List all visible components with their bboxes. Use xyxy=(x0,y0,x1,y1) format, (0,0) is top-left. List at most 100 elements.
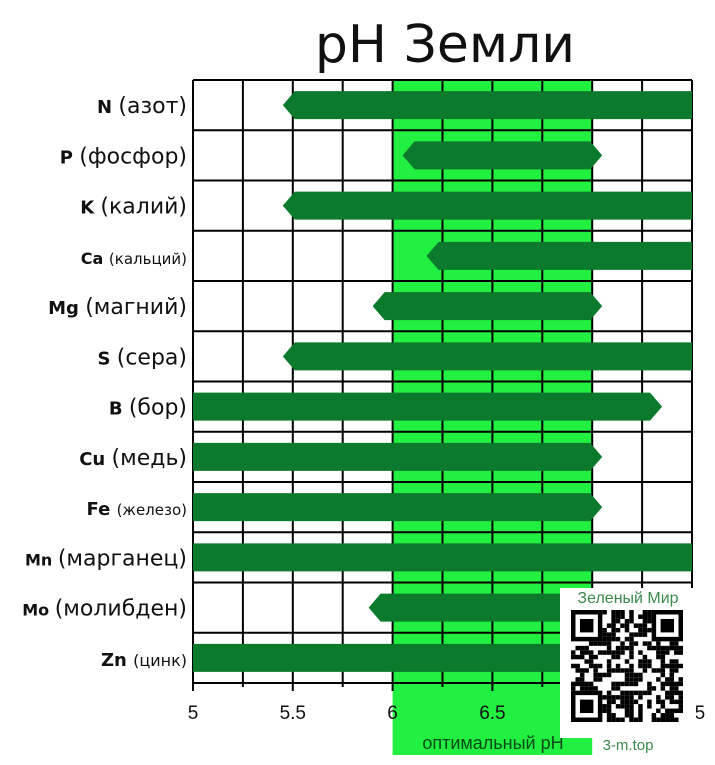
qr-module xyxy=(674,699,679,705)
qr-module xyxy=(575,668,580,673)
qr-module xyxy=(579,668,585,673)
qr-module xyxy=(593,677,598,682)
qr-module xyxy=(575,654,580,660)
qr-module xyxy=(629,708,634,714)
qr-module xyxy=(624,668,630,673)
qr-module xyxy=(669,713,675,718)
qr-module xyxy=(651,645,657,651)
qr-module xyxy=(638,659,643,664)
element-name: (медь) xyxy=(112,446,187,471)
qr-module xyxy=(660,650,666,655)
qr-module xyxy=(615,627,621,633)
qr-module xyxy=(615,636,621,642)
qr-module xyxy=(678,699,683,705)
element-symbol: Mo xyxy=(22,601,54,620)
qr-module xyxy=(665,677,670,682)
qr-module xyxy=(597,650,603,655)
qr-module xyxy=(606,623,612,628)
x-tick-label: 5 xyxy=(188,703,199,724)
qr-module xyxy=(624,618,630,624)
qr-module xyxy=(629,713,634,718)
qr-module xyxy=(638,704,643,709)
qr-module xyxy=(638,708,643,714)
qr-module xyxy=(606,704,612,709)
element-name: (сера) xyxy=(117,345,187,370)
qr-module xyxy=(629,681,634,687)
qr-module xyxy=(656,668,661,673)
qr-module xyxy=(638,672,643,678)
qr-module xyxy=(606,690,612,696)
qr-module xyxy=(624,645,630,651)
qr-module xyxy=(615,663,621,669)
qr-module xyxy=(629,645,634,651)
qr-module xyxy=(606,636,612,642)
qr-module xyxy=(656,699,661,705)
row-label-k: K (калий) xyxy=(80,195,187,220)
qr-module xyxy=(642,654,648,660)
qr-module xyxy=(674,668,679,673)
qr-module xyxy=(575,663,580,669)
qr-module xyxy=(660,645,666,651)
qr-module xyxy=(620,681,625,687)
qr-finder-center xyxy=(579,699,594,714)
qr-module xyxy=(615,610,621,615)
qr-finder-center xyxy=(660,618,675,633)
element-symbol: B xyxy=(109,399,129,420)
qr-module xyxy=(588,659,594,664)
qr-module xyxy=(660,717,666,722)
qr-module xyxy=(620,650,625,655)
qr-module xyxy=(611,654,616,660)
qr-module xyxy=(602,704,607,709)
qr-module xyxy=(647,614,652,619)
qr-module xyxy=(656,641,661,646)
element-name: (кальций) xyxy=(109,250,187,268)
element-name: (азот) xyxy=(118,94,187,119)
qr-module xyxy=(615,668,621,673)
qr-module xyxy=(642,659,648,664)
qr-module xyxy=(620,717,625,722)
qr-module xyxy=(611,713,616,718)
qr-module xyxy=(633,717,639,722)
qr-module xyxy=(647,645,652,651)
qr-module xyxy=(606,650,612,655)
qr-module xyxy=(665,708,670,714)
qr-module xyxy=(579,645,585,651)
qr-module xyxy=(615,654,621,660)
qr-module xyxy=(638,627,643,633)
qr-module xyxy=(606,632,612,637)
qr-module xyxy=(584,650,589,655)
qr-module xyxy=(571,650,576,655)
qr-module xyxy=(633,699,639,705)
qr-module xyxy=(615,618,621,624)
row-label-n: N (азот) xyxy=(97,94,187,119)
qr-module xyxy=(651,668,657,673)
qr-module xyxy=(665,681,670,687)
qr-module xyxy=(602,632,607,637)
qr-module xyxy=(584,659,589,664)
qr-module xyxy=(620,695,625,700)
qr-module xyxy=(629,610,634,615)
qr-module xyxy=(615,704,621,709)
qr-module xyxy=(620,704,625,709)
qr-module xyxy=(606,717,612,722)
element-symbol: P xyxy=(60,147,79,168)
qr-module xyxy=(674,708,679,714)
qr-module xyxy=(674,659,679,664)
qr-module xyxy=(606,672,612,678)
qr-module xyxy=(665,690,670,696)
qr-module xyxy=(624,690,630,696)
qr-module xyxy=(611,627,616,633)
qr-module xyxy=(633,641,639,646)
row-label-mg: Mg (магний) xyxy=(48,295,187,320)
qr-module xyxy=(669,672,675,678)
qr-module xyxy=(629,654,634,660)
element-name: (калий) xyxy=(100,195,187,220)
qr-module xyxy=(660,713,666,718)
qr-module xyxy=(611,681,616,687)
qr-module xyxy=(629,632,634,637)
qr-module xyxy=(611,699,616,705)
qr-module xyxy=(602,627,607,633)
qr-finder-icon xyxy=(570,690,603,723)
element-symbol: Fe xyxy=(87,499,117,520)
qr-module xyxy=(602,636,607,642)
